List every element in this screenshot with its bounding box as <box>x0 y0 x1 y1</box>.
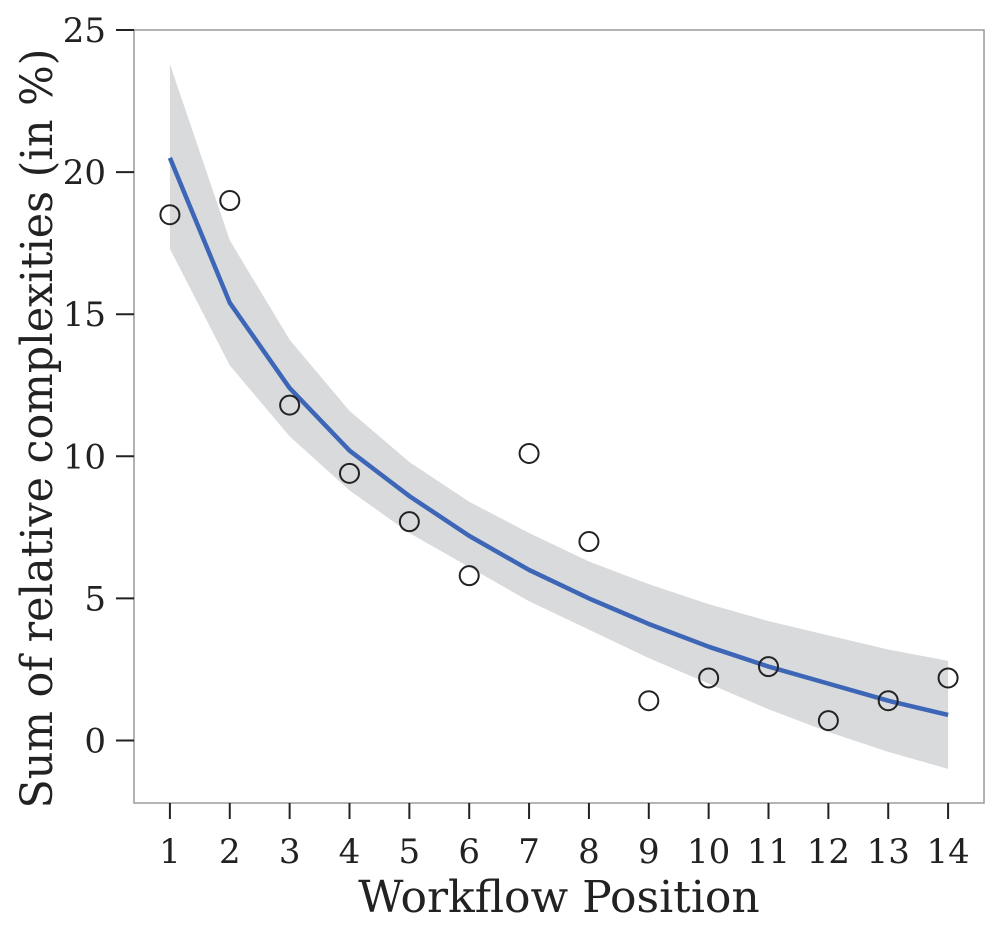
data-point <box>937 667 959 689</box>
fit-line <box>167 157 949 718</box>
y-tick-label: 25 <box>63 11 106 51</box>
data-point <box>279 394 301 416</box>
x-axis: 1 2 3 4 5 6 7 8 9 10 11 12 13 14 <box>159 803 970 872</box>
x-tick-label: 6 <box>458 832 480 872</box>
fit-line-layer <box>167 157 949 718</box>
x-tick-label: 7 <box>518 832 540 872</box>
x-tick-label: 11 <box>747 832 790 872</box>
x-tick-label: 3 <box>279 832 301 872</box>
x-tick-label: 8 <box>578 832 600 872</box>
y-tick-label: 10 <box>63 437 106 477</box>
x-tick-label: 13 <box>867 832 910 872</box>
y-axis: 0 5 10 15 20 25 <box>63 11 134 761</box>
x-tick-label: 14 <box>926 832 969 872</box>
x-tick-label: 9 <box>638 832 660 872</box>
data-point <box>638 690 660 712</box>
confidence-band-layer <box>169 64 949 769</box>
x-tick-label: 10 <box>687 832 730 872</box>
x-axis-label: Workflow Position <box>358 872 759 923</box>
data-point <box>698 667 720 689</box>
data-point <box>877 690 899 712</box>
data-point <box>338 462 360 484</box>
y-tick-label: 5 <box>84 579 106 619</box>
y-tick-label: 15 <box>63 295 106 335</box>
data-point <box>758 656 780 678</box>
data-point <box>817 710 839 732</box>
x-tick-label: 1 <box>159 832 181 872</box>
data-point <box>458 565 480 587</box>
y-axis-label: Sum of relative complexities (in %) <box>12 49 63 809</box>
x-tick-label: 5 <box>399 832 421 872</box>
data-point <box>518 442 540 464</box>
confidence-band <box>169 64 949 769</box>
data-point <box>219 190 241 212</box>
data-point <box>578 531 600 553</box>
data-point <box>159 204 181 226</box>
plot-frame <box>133 29 985 804</box>
x-tick-label: 2 <box>219 832 241 872</box>
y-tick-label: 20 <box>63 153 106 193</box>
data-point <box>398 511 420 533</box>
y-tick-label: 0 <box>84 721 106 761</box>
x-tick-label: 4 <box>339 832 361 872</box>
x-tick-label: 12 <box>807 832 850 872</box>
data-points-layer <box>159 190 959 732</box>
